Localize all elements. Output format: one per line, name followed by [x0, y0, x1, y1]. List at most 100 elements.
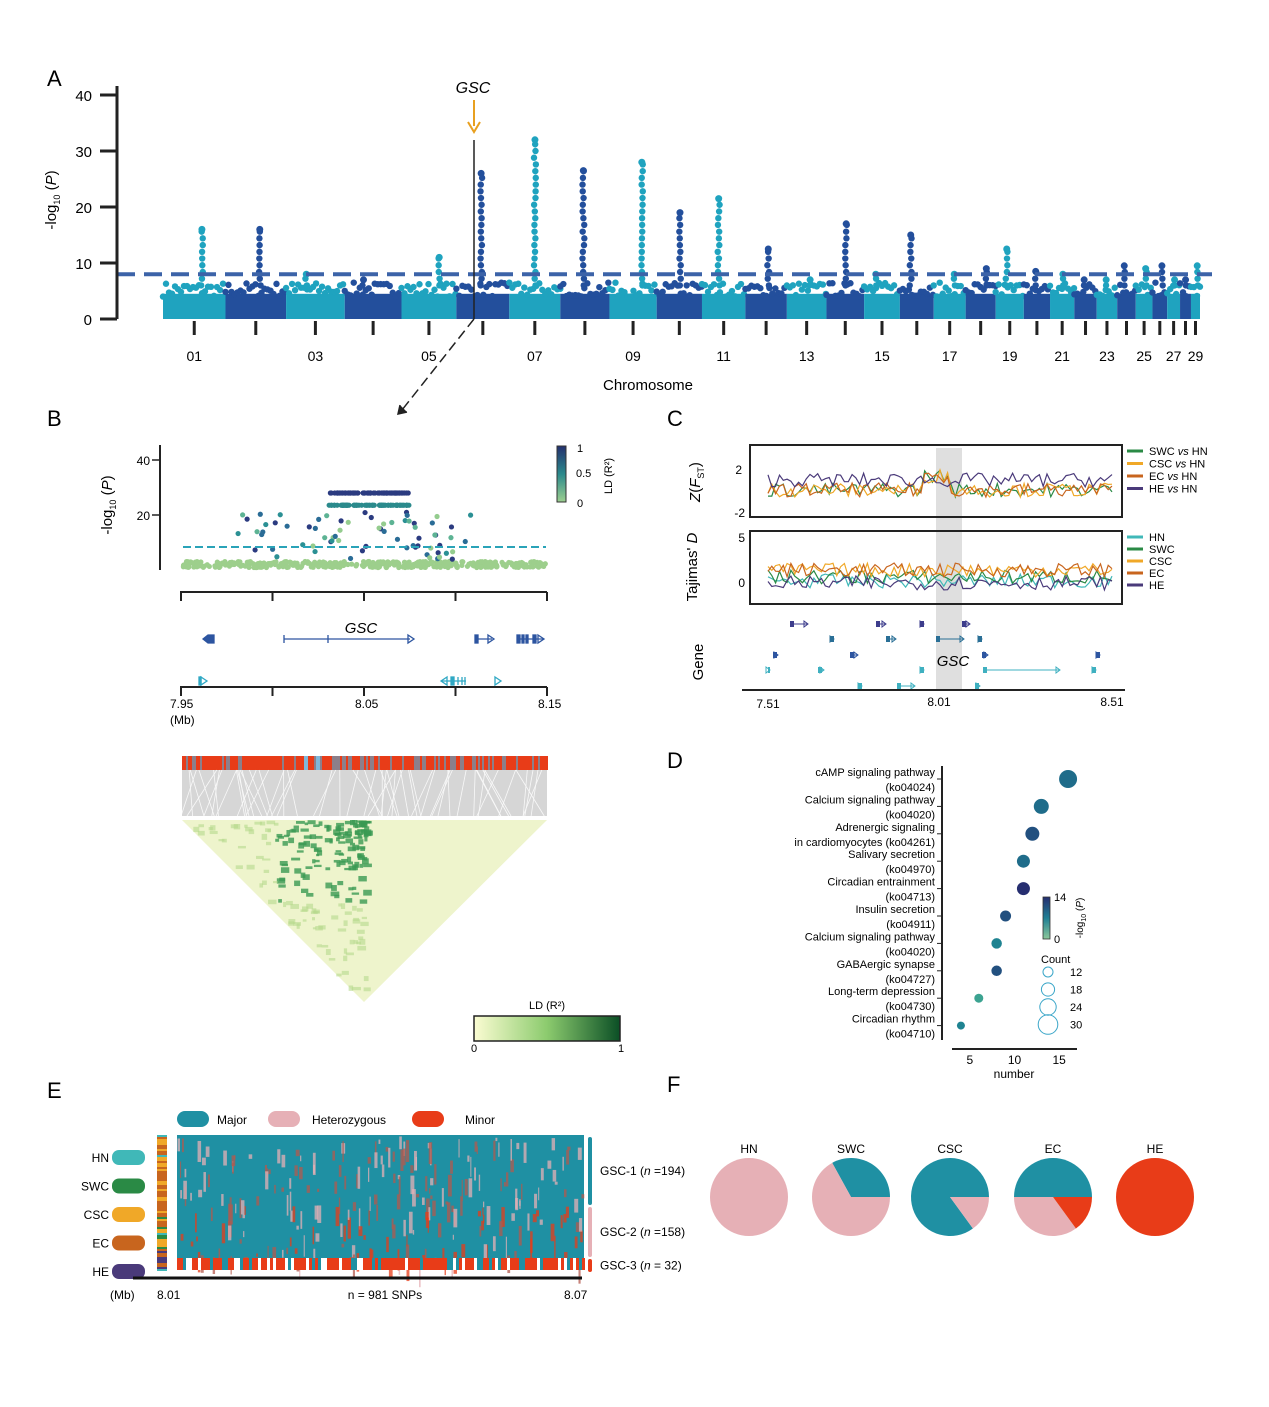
snp-point	[477, 262, 485, 269]
snp-marker	[372, 756, 374, 770]
genotype-cell	[258, 1258, 261, 1270]
snp-point	[394, 536, 401, 542]
genotype-cell	[426, 1198, 430, 1222]
genotype-cell	[406, 1260, 410, 1282]
snp-point	[339, 281, 347, 288]
genotype-cell	[406, 1234, 408, 1247]
group-label: GSC-3 (n = 32)	[600, 1259, 682, 1273]
snp-point	[638, 241, 645, 249]
snp-marker	[316, 756, 318, 770]
snp-point	[842, 275, 850, 282]
genotype-cell	[461, 1244, 466, 1258]
genotype-cell	[480, 1258, 483, 1270]
population-bar-cell	[157, 1165, 167, 1167]
population-bar-cell	[157, 1249, 167, 1251]
genotype-cell	[438, 1258, 441, 1270]
snp-marker	[188, 756, 190, 770]
pathway-label: Salivary secretion	[848, 849, 935, 861]
genotype-cell	[528, 1258, 531, 1270]
legend-label: EC vs HN	[1149, 471, 1197, 483]
pathway-label: Circadian entrainment	[827, 877, 935, 889]
snp-point	[282, 284, 290, 292]
snp-point	[362, 509, 368, 516]
snp-point	[731, 293, 739, 300]
genotype-cell	[511, 1213, 515, 1221]
genotype-cell	[374, 1152, 378, 1169]
snp-point	[478, 241, 486, 249]
pathway-label: Calcium signaling pathway	[805, 931, 936, 943]
snp-point	[334, 564, 341, 570]
x-tick-label: 01	[186, 348, 202, 364]
genotype-cell	[425, 1211, 429, 1220]
snp-marker	[196, 756, 198, 770]
population-bar-cell	[157, 1233, 167, 1235]
pathway-label: Insulin secretion	[856, 904, 936, 916]
snp-point	[422, 288, 429, 295]
snp-point	[316, 516, 322, 522]
snp-point	[560, 280, 567, 288]
snp-point	[318, 283, 326, 290]
snp-point	[298, 564, 304, 571]
snp-point	[414, 563, 421, 569]
genotype-cell	[483, 1244, 488, 1259]
snp-point	[1171, 282, 1178, 289]
snp-point	[257, 282, 264, 289]
ld-cell	[325, 867, 331, 871]
snp-marker	[252, 756, 254, 770]
group-bar-gsc-3	[588, 1259, 592, 1272]
snp-marker	[222, 756, 224, 770]
population-bar-cell	[157, 1185, 167, 1187]
snp-point	[425, 280, 432, 288]
snp-point	[579, 174, 587, 182]
genotype-cell	[204, 1258, 207, 1270]
ld-colorbar-min: 0	[577, 498, 583, 510]
snp-point	[1176, 280, 1184, 287]
population-bar-cell	[157, 1223, 167, 1225]
genotype-cell	[229, 1197, 232, 1218]
genotype-cell	[486, 1206, 491, 1226]
snp-point	[453, 285, 460, 292]
gene-track	[201, 633, 546, 645]
chromosome-block	[1074, 293, 1097, 319]
x-tick-label: 29	[1188, 348, 1204, 364]
snp-marker	[436, 756, 438, 770]
ld-cell	[351, 892, 360, 895]
population-label: HE	[92, 1265, 109, 1279]
genotype-cell	[246, 1258, 249, 1270]
genotype-cell	[190, 1241, 194, 1247]
snp-point	[998, 291, 1005, 298]
genotype-cell	[315, 1233, 320, 1242]
snp-point	[256, 235, 263, 242]
snp-marker	[472, 756, 474, 770]
genotype-cell	[380, 1155, 383, 1165]
chromosome-block	[1135, 293, 1153, 319]
snp-point	[477, 208, 484, 215]
snp-point	[310, 564, 316, 570]
snp-marker	[348, 756, 350, 770]
snp-marker	[336, 756, 338, 770]
snp-point	[364, 502, 370, 508]
genotype-cell	[441, 1258, 444, 1270]
snp-point	[532, 167, 539, 175]
snp-point	[386, 282, 393, 290]
peak-point	[842, 220, 850, 228]
kegg-enrichment-plot: cAMP signaling pathway(ko04024)Calcium s…	[794, 766, 1088, 1081]
genotype-cell	[534, 1258, 537, 1270]
snp-point	[207, 283, 215, 291]
genotype-cell	[285, 1258, 288, 1270]
genotype-cell	[228, 1225, 232, 1241]
snp-point	[1052, 289, 1060, 297]
snp-point	[1182, 282, 1189, 289]
gene-strand	[1095, 651, 1101, 659]
snp-point	[442, 559, 449, 566]
genotype-cell	[375, 1258, 378, 1270]
snp-point	[842, 282, 849, 289]
snp-marker	[286, 756, 288, 770]
c-gsc-label: GSC	[937, 653, 970, 670]
snp-marker	[380, 756, 382, 770]
ld-cell	[340, 903, 346, 910]
genotype-cell	[192, 1258, 195, 1270]
genotype-cell	[281, 1154, 286, 1168]
snp-point	[288, 280, 296, 288]
legend-label: Minor	[465, 1113, 495, 1127]
